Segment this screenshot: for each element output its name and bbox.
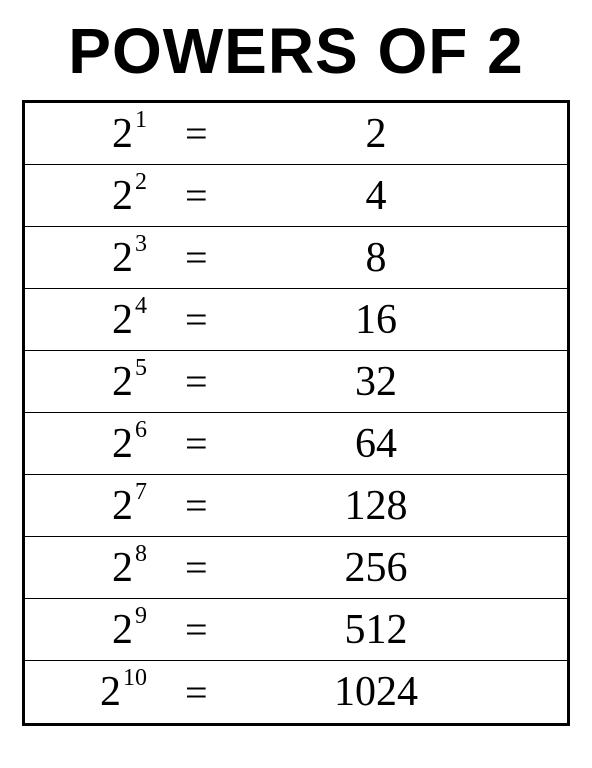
base-value: 2 — [112, 175, 133, 217]
expression-cell: 2 5 — [25, 361, 185, 403]
exponent-value: 6 — [135, 418, 147, 442]
result-value: 256 — [245, 544, 567, 592]
exponent-value: 3 — [135, 232, 147, 256]
equals-sign: = — [185, 358, 245, 405]
exponent-value: 2 — [135, 170, 147, 194]
base-value: 2 — [112, 485, 133, 527]
base-value: 2 — [112, 361, 133, 403]
result-value: 64 — [245, 420, 567, 468]
base-value: 2 — [112, 299, 133, 341]
base-value: 2 — [112, 113, 133, 155]
equals-sign: = — [185, 172, 245, 219]
expression-cell: 2 1 — [25, 113, 185, 155]
result-value: 8 — [245, 234, 567, 282]
table-row: 2 3 = 8 — [25, 227, 567, 289]
base-value: 2 — [112, 237, 133, 279]
exponent-value: 9 — [135, 604, 147, 628]
exponent-value: 10 — [123, 666, 147, 690]
result-value: 512 — [245, 606, 567, 654]
exponent-value: 1 — [135, 108, 147, 132]
exponent-value: 8 — [135, 542, 147, 566]
equals-sign: = — [185, 234, 245, 281]
equals-sign: = — [185, 482, 245, 529]
table-row: 2 7 = 128 — [25, 475, 567, 537]
expression-cell: 2 7 — [25, 485, 185, 527]
base-value: 2 — [112, 547, 133, 589]
result-value: 2 — [245, 110, 567, 158]
equals-sign: = — [185, 110, 245, 157]
table-row: 2 2 = 4 — [25, 165, 567, 227]
expression-cell: 2 10 — [25, 671, 185, 713]
equals-sign: = — [185, 296, 245, 343]
exponent-value: 4 — [135, 294, 147, 318]
result-value: 128 — [245, 482, 567, 530]
table-row: 2 10 = 1024 — [25, 661, 567, 723]
result-value: 16 — [245, 296, 567, 344]
expression-cell: 2 9 — [25, 609, 185, 651]
table-row: 2 4 = 16 — [25, 289, 567, 351]
page-title: POWERS OF 2 — [68, 14, 524, 88]
exponent-value: 5 — [135, 356, 147, 380]
equals-sign: = — [185, 606, 245, 653]
result-value: 4 — [245, 172, 567, 220]
expression-cell: 2 3 — [25, 237, 185, 279]
table-row: 2 8 = 256 — [25, 537, 567, 599]
equals-sign: = — [185, 420, 245, 467]
expression-cell: 2 6 — [25, 423, 185, 465]
base-value: 2 — [100, 671, 121, 713]
table-row: 2 1 = 2 — [25, 103, 567, 165]
expression-cell: 2 2 — [25, 175, 185, 217]
table-row: 2 9 = 512 — [25, 599, 567, 661]
table-row: 2 5 = 32 — [25, 351, 567, 413]
powers-table: 2 1 = 2 2 2 = 4 2 3 = 8 2 4 = 16 2 5 = — [22, 100, 570, 726]
equals-sign: = — [185, 544, 245, 591]
result-value: 1024 — [245, 668, 567, 716]
result-value: 32 — [245, 358, 567, 406]
expression-cell: 2 8 — [25, 547, 185, 589]
exponent-value: 7 — [135, 480, 147, 504]
expression-cell: 2 4 — [25, 299, 185, 341]
base-value: 2 — [112, 609, 133, 651]
base-value: 2 — [112, 423, 133, 465]
equals-sign: = — [185, 669, 245, 716]
table-row: 2 6 = 64 — [25, 413, 567, 475]
